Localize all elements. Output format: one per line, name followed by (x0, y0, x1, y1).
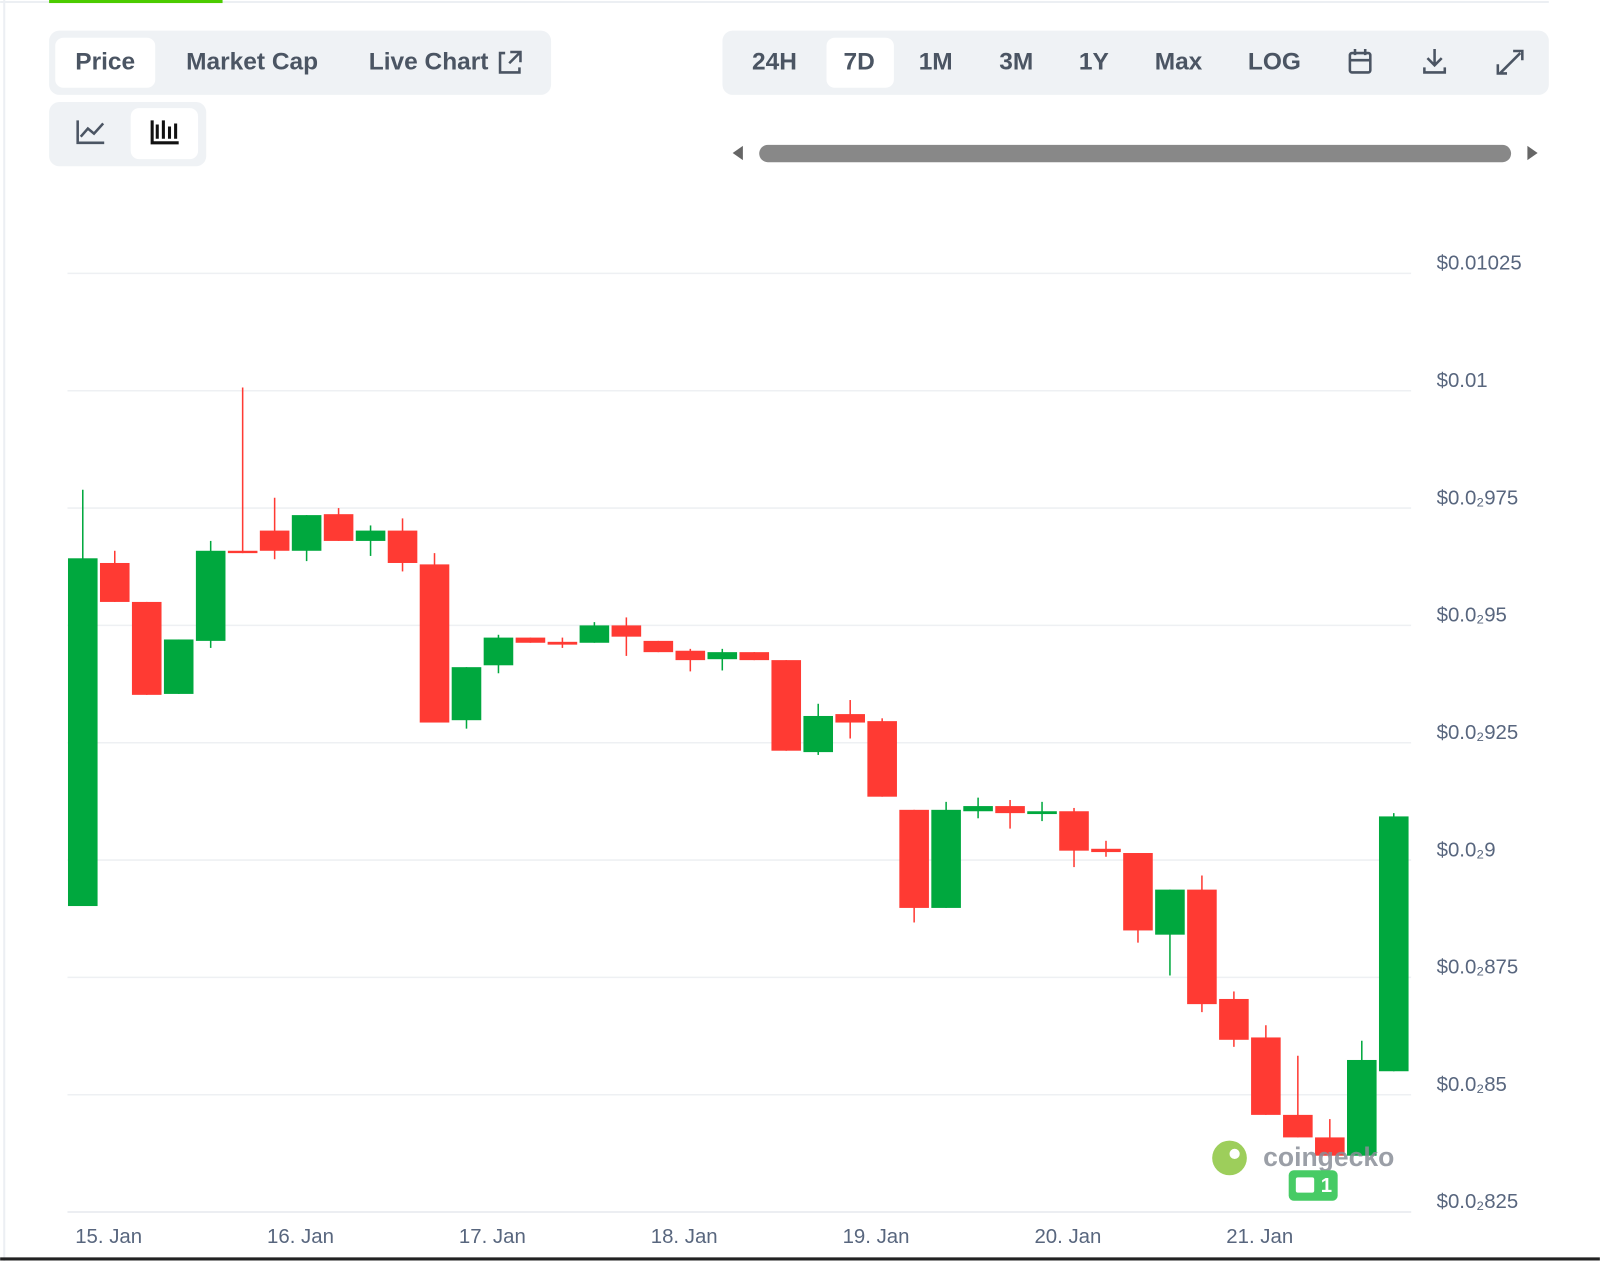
grid: $0.0₂825 $0.0₂85 $0.0₂875 $0.0₂9 $0.0₂925 $0.… (67, 253, 1522, 1248)
candle-body (867, 721, 897, 797)
candle-body (579, 625, 610, 643)
y-tick-label: $0.0₂925 (1437, 722, 1519, 744)
y-tick-label: $0.0₂975 (1437, 487, 1519, 509)
range-button[interactable]: 24H (752, 49, 797, 76)
candle-body (323, 514, 354, 541)
y-tick-label: $0.0₂875 (1437, 957, 1519, 979)
scroll-left[interactable] (732, 145, 743, 161)
y-tick-label: $0.0₂95 (1437, 605, 1507, 627)
candle-body (1378, 816, 1409, 1072)
candle-body (899, 809, 929, 908)
y-tick-label: $0.01 (1437, 370, 1488, 392)
y-tick-label: $0.0₂825 (1437, 1191, 1519, 1213)
watermark: coingecko (1263, 1142, 1394, 1172)
candle-body (1283, 1114, 1313, 1138)
y-tick-label: $0.0₂85 (1437, 1074, 1507, 1096)
line-icon[interactable] (76, 120, 105, 145)
candle-body (835, 714, 865, 723)
y-tick-label: $0.0₂9 (1437, 839, 1496, 861)
candle-body (547, 641, 578, 645)
range-active (826, 37, 894, 88)
expand-icon[interactable] (1496, 49, 1524, 75)
candle-body (515, 637, 546, 643)
range-button[interactable]: 1Y (1079, 49, 1109, 76)
candle-body (451, 667, 482, 721)
x-tick-label: 19. Jan (843, 1226, 910, 1248)
candle-body (1315, 1137, 1345, 1156)
candles (67, 387, 1409, 1156)
candle-body (707, 652, 738, 660)
candle-body (739, 652, 770, 661)
candle-body (1027, 811, 1057, 815)
x-tick-label: 16. Jan (267, 1226, 334, 1248)
candle-body (1219, 998, 1249, 1040)
candle-body (995, 806, 1025, 814)
active-indicator (49, 0, 223, 4)
candle-body (259, 530, 290, 551)
scroll-right[interactable] (1527, 145, 1538, 161)
candle-body (643, 640, 674, 653)
tool-icons (1348, 48, 1524, 75)
watermark-group: coingecko 1 (1212, 1140, 1394, 1201)
badge-icon (1295, 1177, 1315, 1193)
external-icon (498, 50, 522, 74)
x-tick-label: 17. Jan (459, 1226, 526, 1248)
x-tick-label: 18. Jan (651, 1226, 718, 1248)
candle-body (419, 564, 450, 723)
y-tick-label: $0.01025 (1437, 253, 1522, 275)
tab-group (49, 30, 552, 95)
candle-body (67, 558, 98, 907)
candle-body (1251, 1037, 1281, 1115)
x-tick-label: 20. Jan (1034, 1226, 1101, 1248)
scrollbar[interactable] (759, 144, 1512, 163)
candle-body (1187, 889, 1217, 1005)
watermark-logo (1212, 1140, 1247, 1176)
candle-body (803, 715, 834, 753)
x-tick-label: 21. Jan (1226, 1226, 1293, 1248)
candle-body (1123, 853, 1153, 931)
watermark-logo-eye (1229, 1148, 1240, 1159)
badge-count: 1 (1321, 1175, 1332, 1197)
candle-body (1155, 889, 1185, 935)
candle-body (227, 550, 258, 554)
candle-icon[interactable] (150, 120, 179, 145)
range-button[interactable]: Max (1155, 49, 1203, 76)
candle-body (611, 625, 642, 637)
calendar-icon-detail (1349, 48, 1371, 62)
candle-body (291, 515, 322, 551)
candle-body (771, 660, 802, 751)
range-button[interactable]: 7D (844, 49, 875, 76)
candle-body (1091, 848, 1121, 853)
candle-body (195, 550, 226, 641)
candle-body (1059, 811, 1089, 851)
range-button[interactable]: 3M (999, 49, 1033, 76)
range-button[interactable]: 1M (919, 49, 953, 76)
candle-body (1347, 1059, 1377, 1156)
candle-body (355, 530, 386, 541)
candle-body (931, 809, 961, 908)
range-group (722, 30, 1549, 95)
range-button[interactable]: LOG (1248, 49, 1301, 76)
candle-body (963, 806, 993, 812)
candle-body (131, 601, 162, 695)
calendar-icon[interactable] (1348, 51, 1372, 74)
tab[interactable]: Price (75, 49, 135, 76)
download-icon[interactable] (1423, 48, 1447, 74)
candle-body (163, 639, 194, 694)
candle-body (483, 637, 514, 666)
candle-body (387, 530, 418, 563)
tab[interactable]: Market Cap (186, 49, 318, 76)
candle-body (99, 562, 130, 602)
tab-active (55, 37, 156, 88)
tabs: Price Market Cap Live Chart 24H 7D 1M 3M 1Y Max L… (75, 49, 1301, 76)
tab[interactable]: Live Chart (369, 49, 489, 76)
candle-body (675, 650, 706, 661)
x-tick-label: 15. Jan (75, 1226, 142, 1248)
